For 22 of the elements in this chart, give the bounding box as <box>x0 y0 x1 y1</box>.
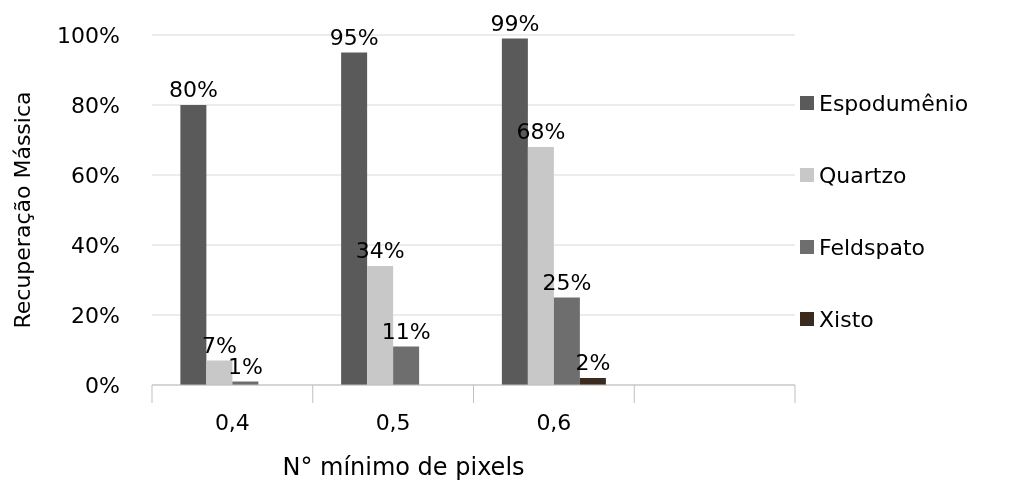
y-axis-title: Recuperação Mássica <box>10 91 35 329</box>
y-tick-label: 20% <box>71 303 120 328</box>
y-tick-label: 80% <box>71 93 120 118</box>
legend-label: Xisto <box>819 307 874 332</box>
y-tick-label: 60% <box>71 163 120 188</box>
x-tick-label: 0,5 <box>375 410 411 435</box>
data-label: 99% <box>490 10 540 36</box>
data-label: 95% <box>329 24 379 50</box>
data-label: 1% <box>227 353 263 379</box>
legend-label: Espodumênio <box>819 91 969 116</box>
x-tick-label: 0,4 <box>214 410 250 435</box>
x-tick-label: 0,6 <box>536 410 572 435</box>
x-axis-title: N° mínimo de pixels <box>282 453 525 481</box>
data-label: 80% <box>168 77 218 102</box>
bar <box>393 346 420 385</box>
legend-label: Feldspato <box>819 235 926 260</box>
data-label: 25% <box>542 269 592 295</box>
y-tick-label: 40% <box>71 233 120 258</box>
data-label: 11% <box>381 318 431 344</box>
y-tick-label: 0% <box>85 373 120 398</box>
y-tick-label: 100% <box>57 23 120 48</box>
legend-label: Quartzo <box>819 163 907 188</box>
